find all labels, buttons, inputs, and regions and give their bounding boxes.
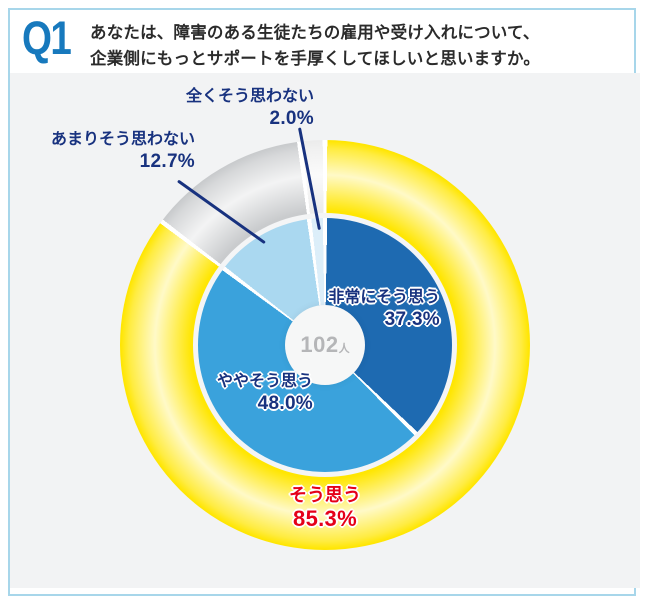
label-never-agree-pct: 2.0% — [269, 108, 314, 129]
sample-size-value: 102 — [300, 332, 339, 357]
question-line-2: 企業側にもっとサポートを手厚くしてほしいと思いますか。 — [90, 50, 541, 68]
label-agree-total: そう思う 85.3% — [225, 483, 425, 531]
label-somewhat-agree-text: ややそう思う — [216, 373, 313, 390]
sample-size-circle: 102 人 — [285, 305, 365, 385]
label-never-agree-text: 全くそう思わない — [185, 88, 314, 105]
label-rather-not-agree: あまりそう思わない 12.7% — [0, 129, 195, 173]
label-rather-not-agree-text: あまりそう思わない — [50, 131, 195, 148]
question-text: あなたは、障害のある生徒たちの雇用や受け入れについて、 企業側にもっとサポートを… — [90, 20, 540, 72]
label-rather-not-agree-pct: 12.7% — [139, 151, 195, 172]
label-agree-total-text: そう思う — [289, 485, 361, 505]
label-somewhat-agree: ややそう思う 48.0% — [113, 371, 313, 415]
label-strongly-agree: 非常にそう思う 37.3% — [240, 287, 440, 331]
sample-size-unit: 人 — [338, 343, 350, 355]
label-agree-total-pct: 85.3% — [293, 506, 357, 531]
label-strongly-agree-text: 非常にそう思う — [328, 289, 440, 306]
label-somewhat-agree-pct: 48.0% — [257, 393, 313, 414]
question-line-1: あなたは、障害のある生徒たちの雇用や受け入れについて、 — [90, 24, 540, 42]
label-never-agree: 全くそう思わない 2.0% — [114, 86, 314, 130]
label-strongly-agree-pct: 37.3% — [384, 309, 440, 330]
question-number-badge: Q1 — [22, 11, 72, 64]
